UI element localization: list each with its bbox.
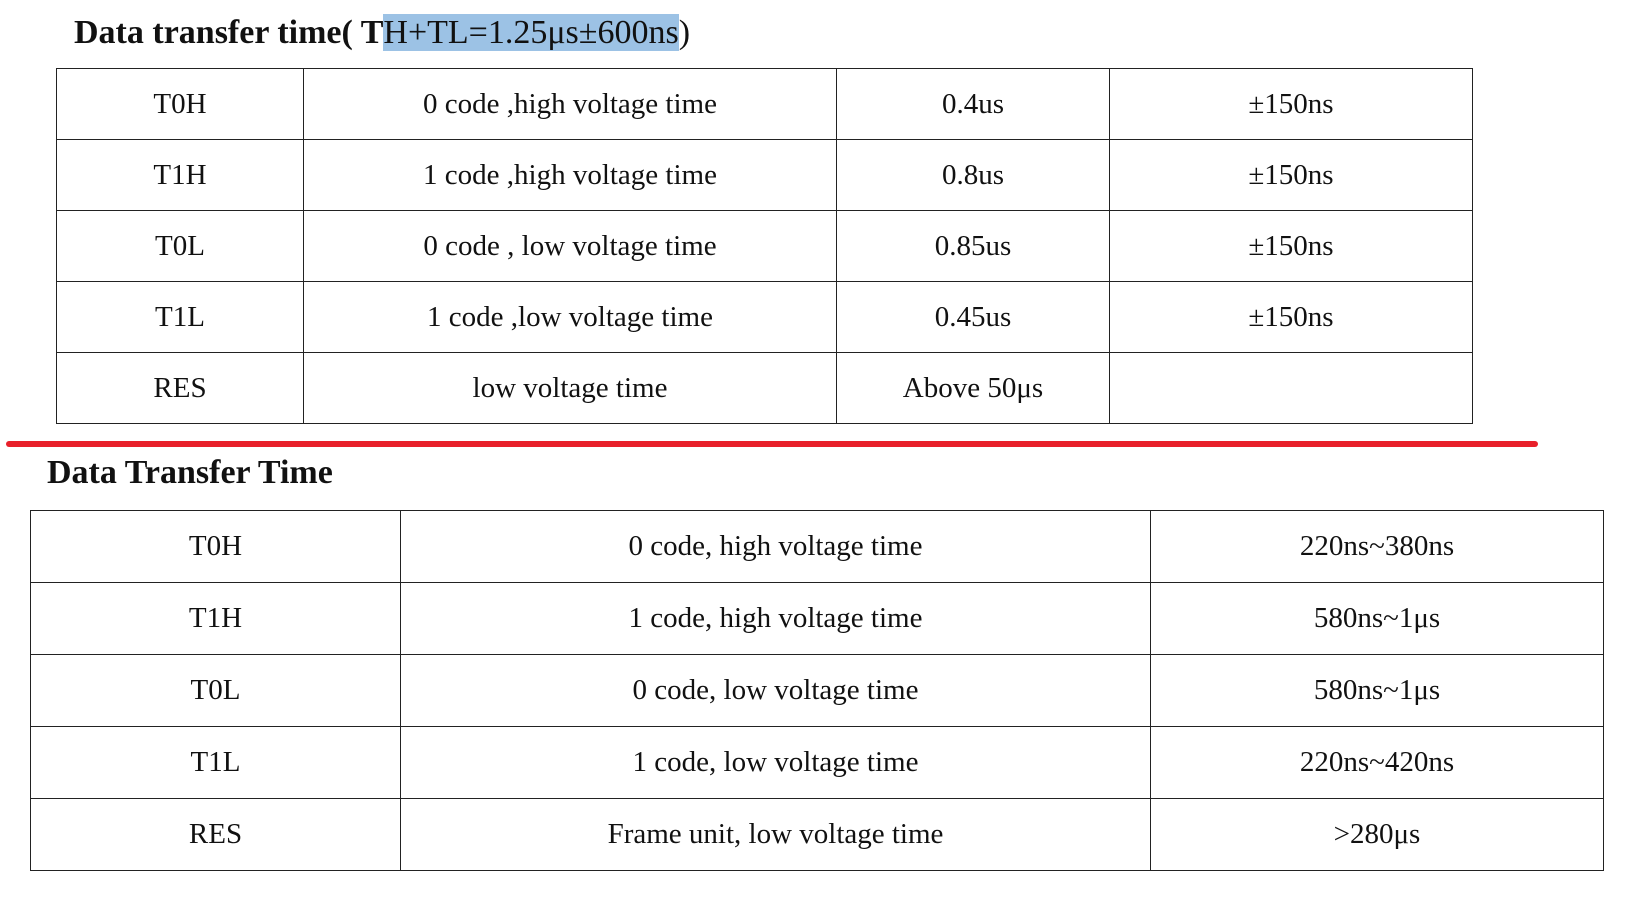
table-row: T1H 1 code ,high voltage time 0.8us ±150… xyxy=(56,139,1473,211)
range-cell: 580ns~1μs xyxy=(1150,582,1604,655)
table-row: RES low voltage time Above 50μs xyxy=(56,352,1473,424)
description-cell: 1 code, high voltage time xyxy=(400,582,1151,655)
code-cell: T1L xyxy=(56,281,304,353)
description-cell: 1 code ,low voltage time xyxy=(303,281,837,353)
section-1-title-bold: Data transfer time( T xyxy=(74,14,384,51)
code-cell: RES xyxy=(30,798,401,871)
range-cell: 580ns~1μs xyxy=(1150,654,1604,727)
table-row: T0L 0 code , low voltage time 0.85us ±15… xyxy=(56,210,1473,282)
code-cell: T0H xyxy=(30,510,401,583)
section-2-title: Data Transfer Time xyxy=(47,454,333,491)
section-1-title-highlighted-text[interactable]: H+TL=1.25μs±600ns xyxy=(383,14,679,51)
value-cell: 0.8us xyxy=(836,139,1110,211)
table-row: T1L 1 code ,low voltage time 0.45us ±150… xyxy=(56,281,1473,353)
description-cell: 0 code ,high voltage time xyxy=(303,68,837,140)
tolerance-cell: ±150ns xyxy=(1109,68,1473,140)
section-1-title-tail: ) xyxy=(678,14,691,51)
tolerance-cell: ±150ns xyxy=(1109,281,1473,353)
section-1-title: Data transfer time( TH+TL=1.25μs±600ns) xyxy=(74,14,691,51)
range-cell: 220ns~380ns xyxy=(1150,510,1604,583)
table-row: T0L 0 code, low voltage time 580ns~1μs xyxy=(30,654,1604,727)
table-row: T1H 1 code, high voltage time 580ns~1μs xyxy=(30,582,1604,655)
code-cell: T1H xyxy=(30,582,401,655)
range-cell: >280μs xyxy=(1150,798,1604,871)
code-cell: T1H xyxy=(56,139,304,211)
description-cell: Frame unit, low voltage time xyxy=(400,798,1151,871)
value-cell: 0.45us xyxy=(836,281,1110,353)
description-cell: 1 code, low voltage time xyxy=(400,726,1151,799)
table-row: T0H 0 code, high voltage time 220ns~380n… xyxy=(30,510,1604,583)
range-cell: 220ns~420ns xyxy=(1150,726,1604,799)
table-row: T0H 0 code ,high voltage time 0.4us ±150… xyxy=(56,68,1473,140)
tolerance-cell: ±150ns xyxy=(1109,210,1473,282)
code-cell: T0L xyxy=(30,654,401,727)
value-cell: 0.4us xyxy=(836,68,1110,140)
code-cell: RES xyxy=(56,352,304,424)
description-cell: 1 code ,high voltage time xyxy=(303,139,837,211)
value-cell: Above 50μs xyxy=(836,352,1110,424)
table-row: RES Frame unit, low voltage time >280μs xyxy=(30,798,1604,871)
description-cell: 0 code, high voltage time xyxy=(400,510,1151,583)
description-cell: 0 code , low voltage time xyxy=(303,210,837,282)
code-cell: T0L xyxy=(56,210,304,282)
red-divider-line xyxy=(6,441,1538,447)
tolerance-cell: ±150ns xyxy=(1109,139,1473,211)
code-cell: T0H xyxy=(56,68,304,140)
timing-table-2: T0H 0 code, high voltage time 220ns~380n… xyxy=(30,510,1604,871)
tolerance-cell xyxy=(1109,352,1473,424)
code-cell: T1L xyxy=(30,726,401,799)
table-row: T1L 1 code, low voltage time 220ns~420ns xyxy=(30,726,1604,799)
description-cell: 0 code, low voltage time xyxy=(400,654,1151,727)
description-cell: low voltage time xyxy=(303,352,837,424)
timing-table-1: T0H 0 code ,high voltage time 0.4us ±150… xyxy=(56,68,1473,424)
value-cell: 0.85us xyxy=(836,210,1110,282)
